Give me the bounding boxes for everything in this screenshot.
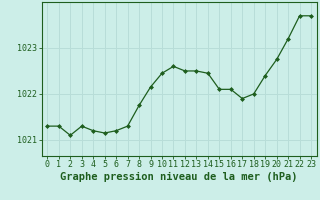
X-axis label: Graphe pression niveau de la mer (hPa): Graphe pression niveau de la mer (hPa) [60, 172, 298, 182]
